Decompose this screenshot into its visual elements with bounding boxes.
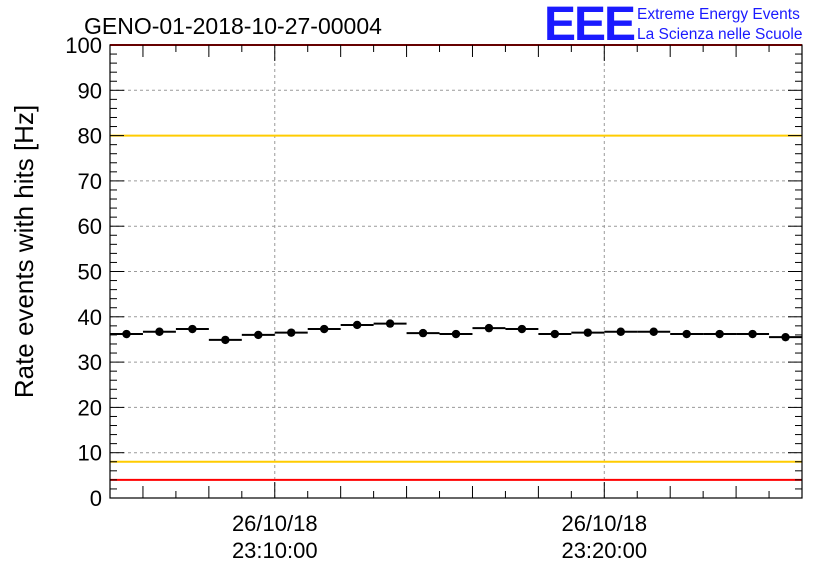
y-axis-title: Rate events with hits [Hz] xyxy=(9,105,39,398)
data-point xyxy=(715,329,724,339)
plot-frame xyxy=(109,44,803,499)
data-point-group xyxy=(736,329,770,339)
data-point-group xyxy=(670,329,704,339)
data-point-group xyxy=(208,335,242,345)
data-point-group xyxy=(472,323,506,333)
data-point xyxy=(616,327,625,336)
data-point xyxy=(287,328,296,337)
data-point-group xyxy=(241,330,275,340)
data-point-group xyxy=(637,327,671,336)
data-point xyxy=(352,320,362,330)
data-point-group xyxy=(505,324,539,334)
data-point xyxy=(517,324,527,334)
x-tick-label-date: 26/10/18 xyxy=(561,511,647,536)
data-point-group xyxy=(373,319,407,328)
data-point-group xyxy=(340,320,374,330)
data-point-group xyxy=(538,329,572,339)
logo-line-1: Extreme Energy Events xyxy=(637,6,800,23)
data-point xyxy=(221,335,230,345)
data-point xyxy=(484,323,494,333)
y-tick-label: 80 xyxy=(78,124,102,149)
data-point xyxy=(385,319,395,328)
y-tick-label: 90 xyxy=(78,78,102,103)
data-point xyxy=(418,328,428,338)
y-tick-label: 40 xyxy=(78,305,102,330)
reference-lines xyxy=(110,44,802,481)
y-tick-label: 20 xyxy=(78,395,102,420)
y-tick-label: 100 xyxy=(65,33,102,58)
data-point xyxy=(583,328,593,337)
data-point-group xyxy=(274,328,308,337)
x-tick-label-time: 23:20:00 xyxy=(561,538,647,563)
data-point-group xyxy=(604,327,638,336)
data-point xyxy=(550,329,560,339)
y-tick-label: 0 xyxy=(90,486,102,511)
data-point-group xyxy=(703,329,737,339)
data-points xyxy=(110,319,802,345)
data-point xyxy=(748,329,757,339)
y-tick-label: 50 xyxy=(78,260,102,285)
data-point-group xyxy=(175,324,209,334)
data-point xyxy=(451,329,461,339)
y-tick-label: 10 xyxy=(78,441,102,466)
eee-logo: EEE Extreme Energy Events La Scienza nel… xyxy=(544,0,802,51)
data-point xyxy=(649,327,658,336)
y-tick-label: 30 xyxy=(78,350,102,375)
data-point-group xyxy=(110,329,143,339)
y-tick-labels: 0 10 20 30 40 50 60 70 80 90 100 xyxy=(65,33,102,511)
data-point xyxy=(122,329,131,339)
data-point-group xyxy=(769,332,802,342)
data-point-group xyxy=(439,329,473,339)
data-point xyxy=(319,324,329,334)
data-point xyxy=(682,329,691,339)
y-tick-label: 60 xyxy=(78,214,102,239)
logo-line-2: La Scienza nelle Scuole xyxy=(637,26,802,43)
data-point xyxy=(155,327,164,336)
data-point xyxy=(254,330,263,340)
data-point-group xyxy=(406,328,440,338)
data-point-group xyxy=(142,327,176,336)
x-tick-label-time: 23:10:00 xyxy=(232,538,318,563)
logo-mark: EEE xyxy=(544,0,635,51)
data-point-group xyxy=(307,324,341,334)
data-point-group xyxy=(571,328,605,337)
chart-title: GENO-01-2018-10-27-00004 xyxy=(84,13,382,39)
grid-lines xyxy=(110,45,802,498)
axis-ticks xyxy=(109,44,803,499)
data-point xyxy=(781,332,790,342)
x-tick-label-date: 26/10/18 xyxy=(232,511,318,536)
data-point xyxy=(188,324,197,334)
y-tick-label: 70 xyxy=(78,169,102,194)
